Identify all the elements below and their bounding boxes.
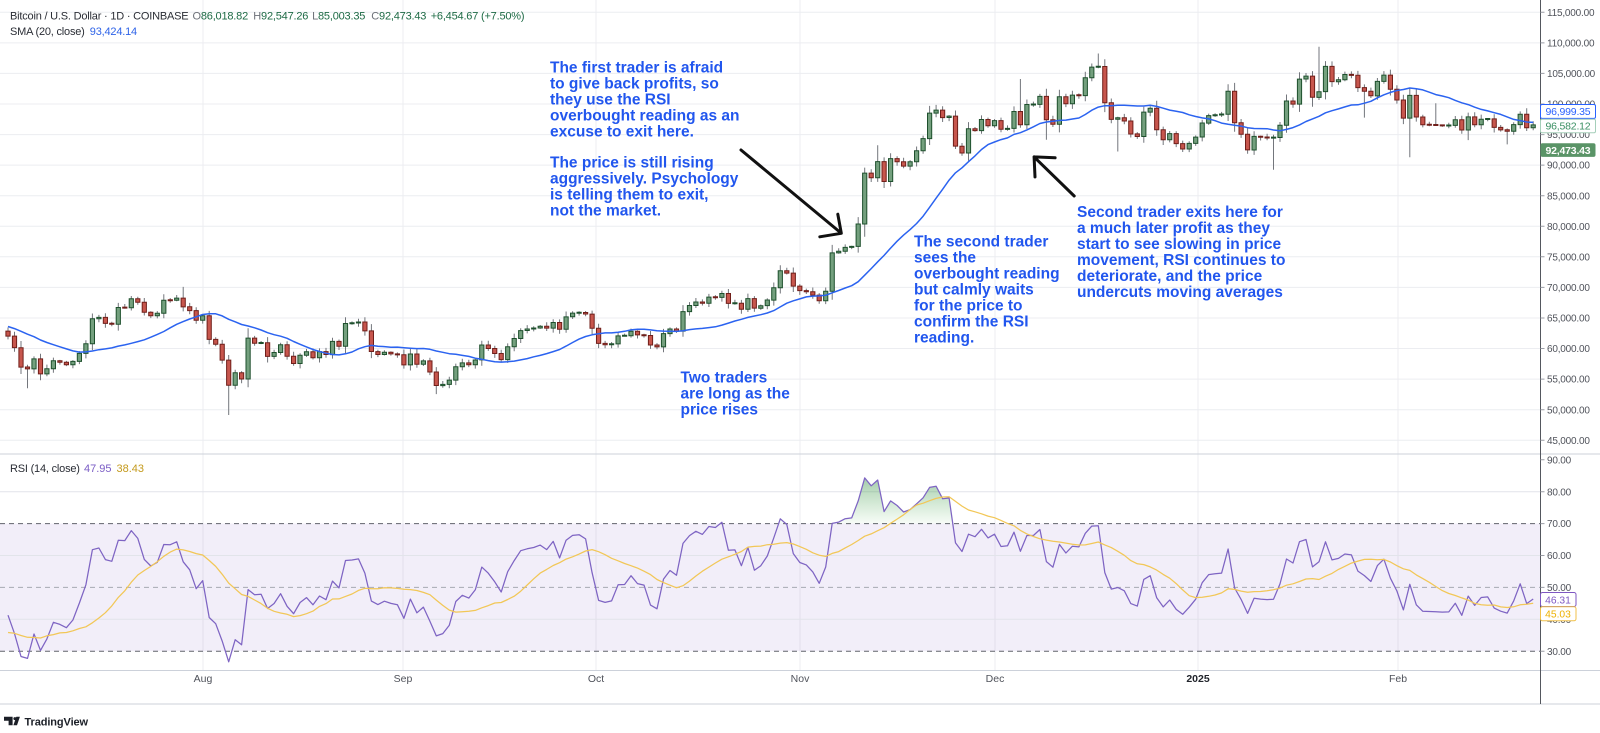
svg-text:2025: 2025 bbox=[1186, 673, 1210, 685]
svg-text:55,000.00: 55,000.00 bbox=[1547, 375, 1590, 386]
svg-text:H92,547.26: H92,547.26 bbox=[253, 11, 308, 23]
svg-text:47.95: 47.95 bbox=[84, 463, 112, 475]
svg-text:Aug: Aug bbox=[194, 673, 213, 685]
svg-text:TradingView: TradingView bbox=[25, 717, 89, 729]
svg-text:Bitcoin / U.S. Dollar · 1D · C: Bitcoin / U.S. Dollar · 1D · COINBASE bbox=[10, 11, 188, 23]
svg-text:96,999.35: 96,999.35 bbox=[1546, 106, 1591, 118]
svg-text:110,000.00: 110,000.00 bbox=[1547, 39, 1595, 50]
svg-text:90.00: 90.00 bbox=[1547, 455, 1572, 466]
svg-text:80,000.00: 80,000.00 bbox=[1547, 222, 1590, 233]
svg-text:93,424.14: 93,424.14 bbox=[90, 26, 137, 38]
svg-text:O86,018.82: O86,018.82 bbox=[193, 11, 249, 23]
svg-text:Dec: Dec bbox=[986, 673, 1005, 685]
svg-text:Feb: Feb bbox=[1389, 673, 1407, 685]
svg-text:60,000.00: 60,000.00 bbox=[1547, 344, 1590, 355]
svg-text:70,000.00: 70,000.00 bbox=[1547, 283, 1590, 294]
svg-text:50,000.00: 50,000.00 bbox=[1547, 405, 1590, 416]
svg-text:C92,473.43: C92,473.43 bbox=[371, 11, 426, 23]
svg-text:Nov: Nov bbox=[791, 673, 810, 685]
svg-text:96,582.12: 96,582.12 bbox=[1546, 121, 1591, 133]
svg-text:30.00: 30.00 bbox=[1547, 647, 1572, 658]
svg-text:Sep: Sep bbox=[394, 673, 413, 685]
svg-text:92,473.43: 92,473.43 bbox=[1546, 145, 1591, 157]
svg-text:75,000.00: 75,000.00 bbox=[1547, 252, 1590, 263]
svg-text:80.00: 80.00 bbox=[1547, 487, 1572, 498]
svg-text:50.00: 50.00 bbox=[1547, 583, 1572, 594]
svg-text:+6,454.67 (+7.50%): +6,454.67 (+7.50%) bbox=[431, 11, 525, 23]
svg-text:SMA (20, close): SMA (20, close) bbox=[10, 26, 85, 38]
svg-text:90,000.00: 90,000.00 bbox=[1547, 161, 1590, 172]
svg-text:115,000.00: 115,000.00 bbox=[1547, 8, 1595, 19]
svg-text:60.00: 60.00 bbox=[1547, 551, 1572, 562]
svg-text:38.43: 38.43 bbox=[117, 463, 145, 475]
svg-text:95,000.00: 95,000.00 bbox=[1547, 130, 1590, 141]
svg-text:45.03: 45.03 bbox=[1545, 610, 1571, 621]
svg-text:85,000.00: 85,000.00 bbox=[1547, 191, 1590, 202]
svg-text:46.31: 46.31 bbox=[1545, 595, 1571, 606]
svg-text:Oct: Oct bbox=[588, 673, 604, 685]
svg-text:65,000.00: 65,000.00 bbox=[1547, 314, 1590, 325]
svg-text:70.00: 70.00 bbox=[1547, 519, 1572, 530]
svg-text:45,000.00: 45,000.00 bbox=[1547, 436, 1590, 447]
svg-text:L85,003.35: L85,003.35 bbox=[312, 11, 365, 23]
svg-text:105,000.00: 105,000.00 bbox=[1547, 69, 1596, 80]
svg-text:RSI (14, close): RSI (14, close) bbox=[10, 463, 80, 475]
